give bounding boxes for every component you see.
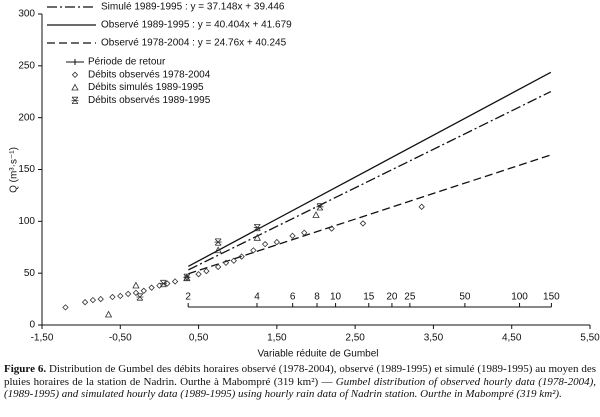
trend-line [188, 154, 552, 275]
data-point [136, 293, 144, 301]
return-period-label: 2 [185, 292, 191, 303]
data-point [104, 310, 113, 318]
legend-swatch [71, 83, 79, 91]
chart: Q (m³·s⁻¹) Variable réduite de Gumbel 0 5… [9, 2, 600, 360]
data-point [273, 238, 281, 246]
return-period-label: 6 [290, 292, 296, 303]
return-period-label: 4 [254, 292, 260, 303]
data-point [261, 240, 269, 248]
data-point [230, 257, 237, 264]
data-point [289, 232, 296, 240]
data-point [328, 225, 335, 232]
trend-line [188, 90, 552, 271]
data-point [253, 233, 261, 241]
return-period-label: 150 [543, 292, 560, 303]
data-point [316, 203, 324, 211]
data-point [148, 284, 155, 291]
trend-line [188, 71, 552, 267]
legend-label: Simulé 1989-1995 : y = 37.148x + 39.446 [101, 2, 285, 13]
data-point [203, 267, 210, 275]
data-point [195, 271, 202, 278]
caption-label: Figure 6. [4, 363, 47, 375]
data-point [301, 229, 308, 236]
return-period-label: 20 [386, 292, 398, 303]
data-point [156, 282, 163, 289]
legend-label: Débits observés 1989-1995 [88, 95, 211, 106]
legend-label: Débits observés 1978-2004 [88, 69, 211, 80]
caption-text-en: Gumbel distribution of observed hourly d… [4, 375, 596, 401]
data-point [418, 203, 425, 210]
data-point [214, 263, 222, 271]
data-point [312, 211, 320, 218]
legend-label: Observé 1978-2004 : y = 24.76x + 40.245 [101, 38, 287, 49]
data-point [62, 304, 69, 311]
data-point [124, 290, 132, 298]
data-point [117, 292, 124, 300]
data-point [214, 246, 222, 254]
y-tick-label: 200 [18, 112, 35, 123]
legend-swatch [71, 96, 79, 104]
y-axis-label: Q (m³·s⁻¹) [9, 147, 20, 193]
legend-label: Période de retour [88, 57, 166, 68]
data-point [81, 299, 89, 306]
return-period-label: 15 [363, 292, 375, 303]
return-period-label: 10 [330, 292, 342, 303]
y-tick-label: 250 [18, 60, 35, 71]
data-point [183, 273, 191, 281]
legend-label: Débits simulés 1989-1995 [88, 82, 204, 93]
data-point [250, 247, 257, 254]
data-point [171, 278, 179, 285]
data-point [89, 296, 97, 304]
x-tick-label: 2,50 [345, 333, 365, 344]
y-tick-label: 0 [29, 320, 35, 331]
data-point [214, 238, 222, 246]
x-axis-label: Variable réduite de Gumbel [258, 349, 379, 360]
data-point [140, 287, 147, 294]
x-tick-label: 3,50 [424, 333, 444, 344]
x-tick-label: -0,50 [109, 333, 132, 344]
data-point [183, 274, 190, 281]
data-point [97, 295, 104, 303]
return-period-label: 50 [459, 292, 471, 303]
y-tick-label: 150 [18, 164, 35, 175]
return-period-label: 8 [314, 292, 320, 303]
y-tick-label: 100 [18, 216, 35, 227]
data-point [132, 281, 140, 289]
x-tick-label: 0,50 [189, 333, 209, 344]
data-point [238, 253, 245, 260]
data-point [159, 279, 167, 288]
data-point [253, 223, 261, 232]
data-point [132, 289, 140, 297]
x-tick-label: -1,50 [31, 333, 54, 344]
data-point [222, 259, 230, 266]
return-period-label: 25 [404, 292, 416, 303]
data-point [109, 293, 116, 301]
x-tick-label: 1,50 [267, 333, 287, 344]
caption: Figure 6. Distribution de Gumbel des déb… [4, 363, 596, 401]
legend-label: Observé 1989-1995 : y = 40.404x + 41.679 [101, 20, 292, 31]
y-tick-label: 50 [24, 268, 36, 279]
legend-swatch [71, 71, 79, 78]
return-period-label: 100 [511, 292, 528, 303]
caption-text: Distribution de Gumbel des débits horair… [4, 363, 596, 388]
x-tick-label: 4,50 [502, 333, 522, 344]
data-point [164, 280, 171, 287]
y-tick-label: 300 [18, 9, 35, 20]
data-point [359, 220, 367, 227]
x-tick-label: 5,50 [580, 333, 600, 344]
